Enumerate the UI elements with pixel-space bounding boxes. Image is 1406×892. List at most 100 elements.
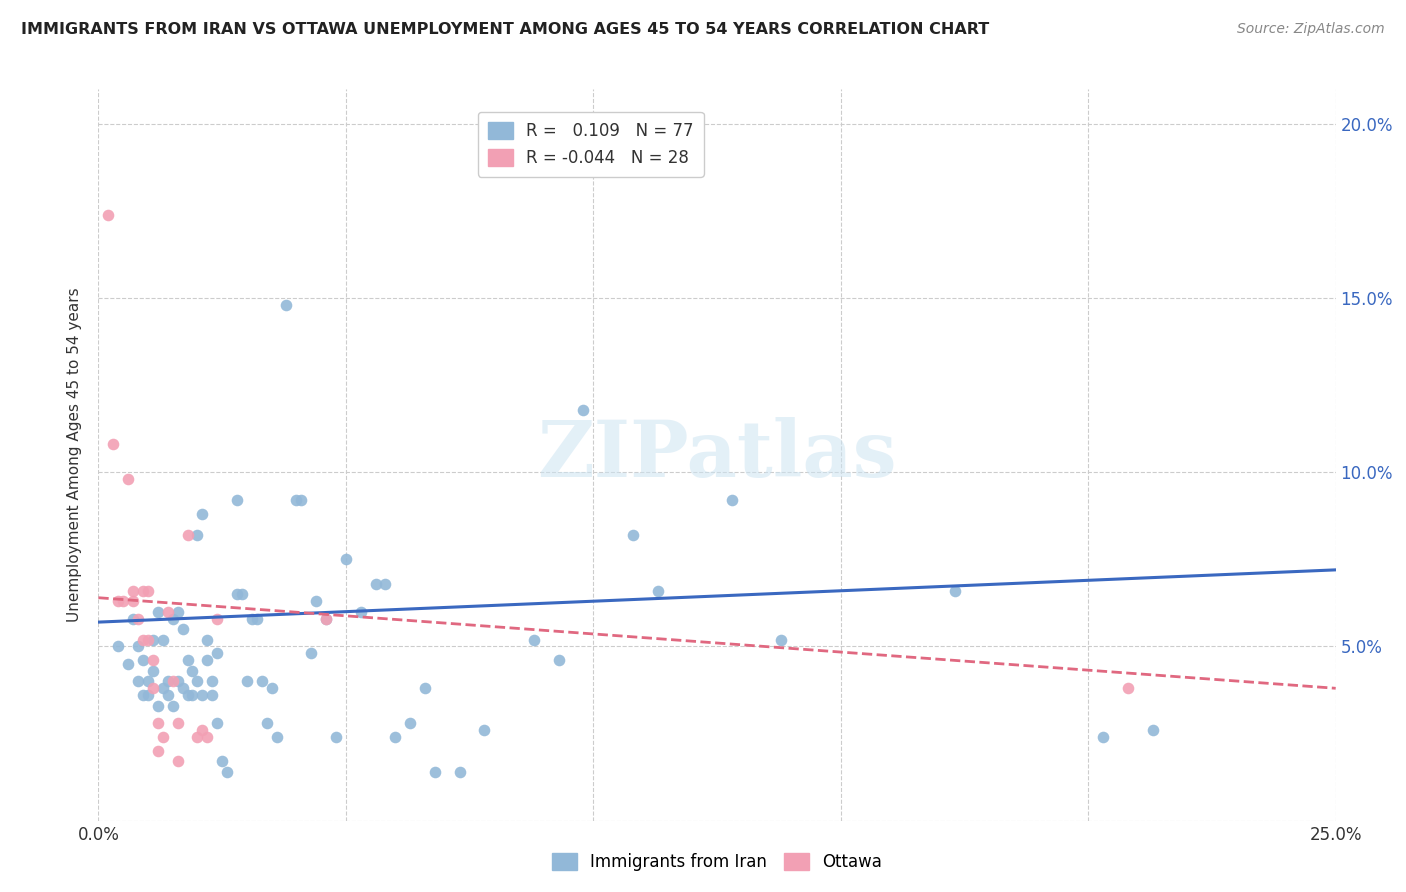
Point — [122, 594, 145, 608]
Point — [191, 688, 214, 702]
Point — [142, 664, 165, 678]
Point — [132, 632, 155, 647]
Point — [1142, 723, 1164, 737]
Point — [136, 674, 159, 689]
Point — [231, 587, 253, 601]
Point — [943, 583, 966, 598]
Point — [201, 688, 224, 702]
Point — [146, 698, 169, 713]
Text: IMMIGRANTS FROM IRAN VS OTTAWA UNEMPLOYMENT AMONG AGES 45 TO 54 YEARS CORRELATIO: IMMIGRANTS FROM IRAN VS OTTAWA UNEMPLOYM… — [21, 22, 990, 37]
Point — [647, 583, 669, 598]
Point — [142, 632, 165, 647]
Point — [122, 583, 145, 598]
Point — [136, 632, 159, 647]
Point — [172, 681, 194, 696]
Point — [191, 723, 214, 737]
Point — [186, 730, 208, 744]
Point — [191, 507, 214, 521]
Point — [335, 552, 357, 566]
Point — [423, 764, 446, 779]
Point — [181, 664, 204, 678]
Point — [211, 755, 233, 769]
Point — [285, 493, 308, 508]
Point — [384, 730, 406, 744]
Point — [1116, 681, 1139, 696]
Point — [122, 612, 145, 626]
Point — [621, 528, 644, 542]
Point — [132, 688, 155, 702]
Point — [226, 493, 249, 508]
Point — [547, 653, 569, 667]
Point — [166, 674, 188, 689]
Point — [572, 402, 595, 417]
Point — [770, 632, 793, 647]
Point — [181, 688, 204, 702]
Text: Source: ZipAtlas.com: Source: ZipAtlas.com — [1237, 22, 1385, 37]
Point — [132, 583, 155, 598]
Point — [117, 657, 139, 671]
Point — [240, 612, 263, 626]
Text: ZIPatlas: ZIPatlas — [537, 417, 897, 493]
Point — [325, 730, 347, 744]
Point — [166, 755, 188, 769]
Point — [186, 528, 208, 542]
Point — [156, 688, 179, 702]
Point — [236, 674, 259, 689]
Point — [523, 632, 546, 647]
Point — [290, 493, 312, 508]
Point — [721, 493, 744, 508]
Point — [276, 298, 298, 312]
Point — [176, 528, 198, 542]
Legend: Immigrants from Iran, Ottawa: Immigrants from Iran, Ottawa — [546, 847, 889, 878]
Point — [176, 653, 198, 667]
Point — [142, 681, 165, 696]
Point — [186, 674, 208, 689]
Point — [217, 764, 239, 779]
Point — [449, 764, 471, 779]
Point — [195, 632, 218, 647]
Point — [256, 716, 278, 731]
Point — [226, 587, 249, 601]
Point — [364, 576, 387, 591]
Point — [260, 681, 283, 696]
Point — [162, 674, 184, 689]
Point — [162, 612, 184, 626]
Point — [166, 716, 188, 731]
Point — [474, 723, 496, 737]
Point — [205, 716, 228, 731]
Point — [315, 612, 337, 626]
Point — [97, 208, 120, 222]
Point — [1092, 730, 1115, 744]
Point — [146, 605, 169, 619]
Point — [399, 716, 422, 731]
Point — [152, 681, 174, 696]
Point — [305, 594, 328, 608]
Point — [350, 605, 373, 619]
Point — [166, 605, 188, 619]
Point — [205, 647, 228, 661]
Point — [136, 583, 159, 598]
Y-axis label: Unemployment Among Ages 45 to 54 years: Unemployment Among Ages 45 to 54 years — [67, 287, 83, 623]
Point — [162, 698, 184, 713]
Point — [205, 612, 228, 626]
Point — [246, 612, 269, 626]
Point — [107, 640, 129, 654]
Point — [156, 674, 179, 689]
Point — [152, 632, 174, 647]
Point — [142, 653, 165, 667]
Point — [117, 472, 139, 486]
Point — [172, 622, 194, 636]
Point — [103, 437, 125, 451]
Point — [374, 576, 396, 591]
Point — [132, 653, 155, 667]
Point — [195, 653, 218, 667]
Point — [127, 612, 149, 626]
Point — [201, 674, 224, 689]
Point — [315, 612, 337, 626]
Point — [413, 681, 436, 696]
Point — [112, 594, 135, 608]
Point — [176, 688, 198, 702]
Point — [266, 730, 288, 744]
Point — [250, 674, 273, 689]
Point — [107, 594, 129, 608]
